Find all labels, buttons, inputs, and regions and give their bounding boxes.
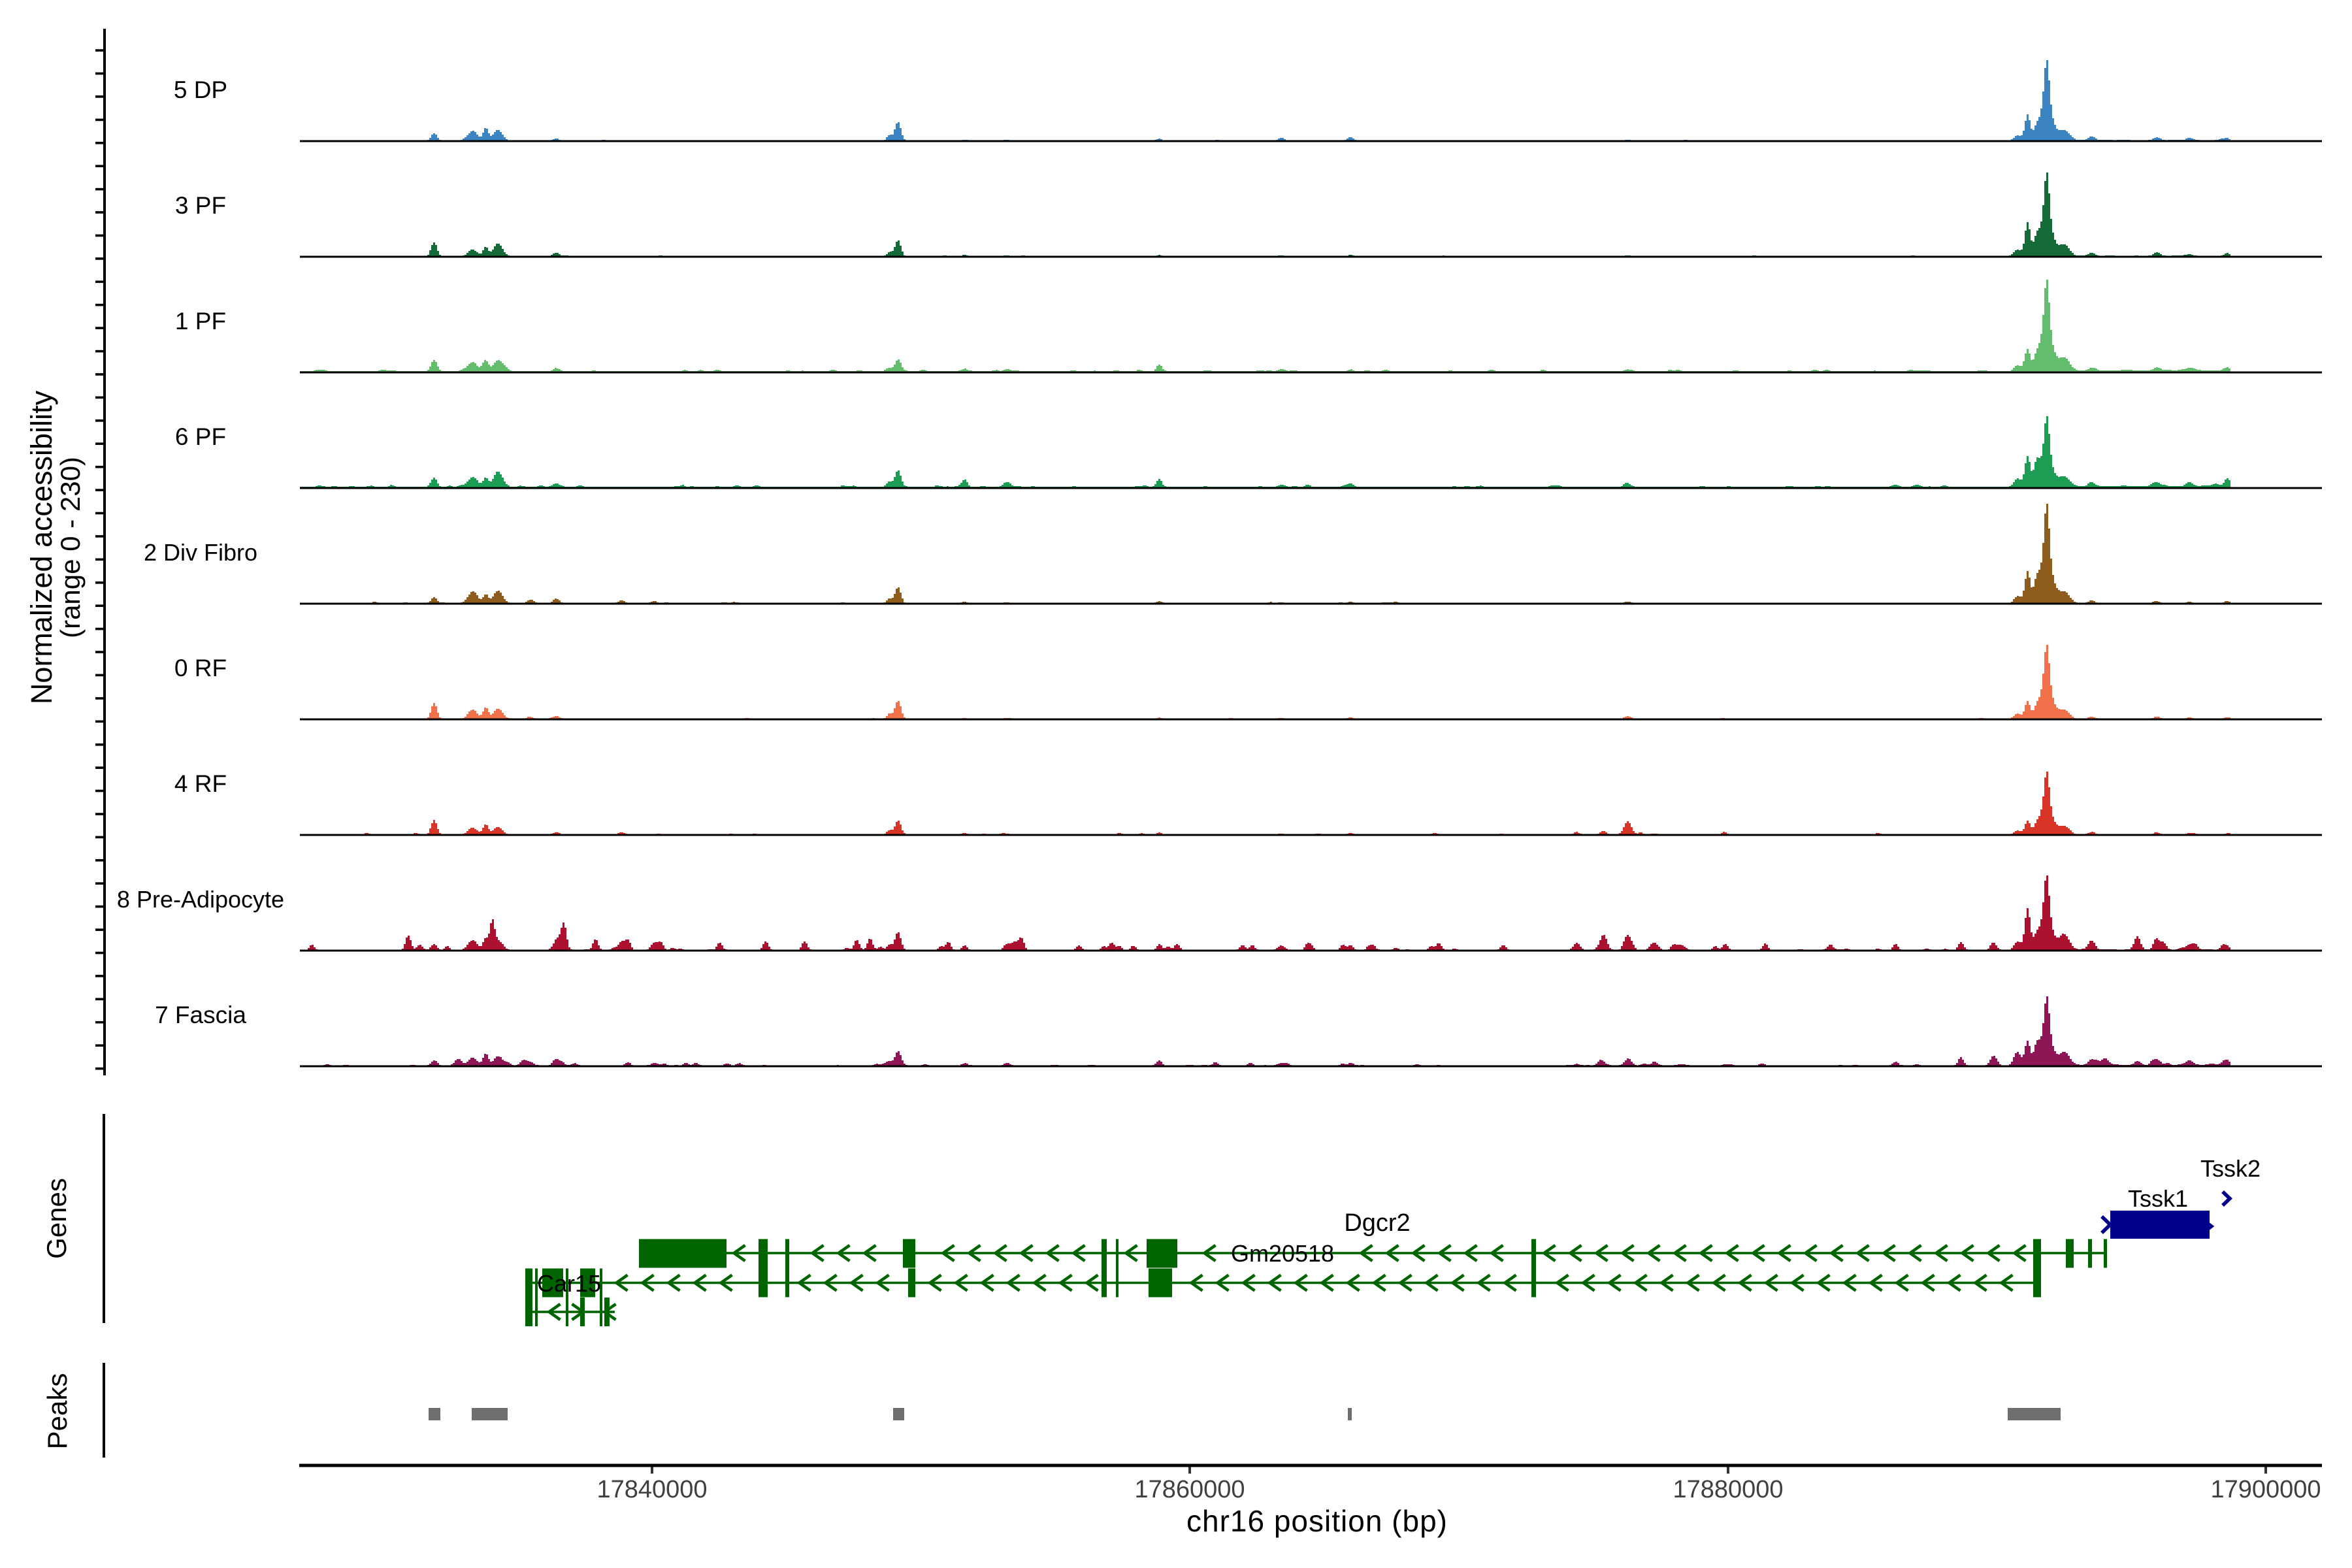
svg-text:Genes: Genes: [41, 1178, 72, 1259]
svg-text:17860000: 17860000: [1134, 1476, 1245, 1503]
svg-text:(range 0 - 230): (range 0 - 230): [55, 457, 86, 638]
svg-text:6 PF: 6 PF: [175, 423, 226, 450]
svg-text:5 DP: 5 DP: [174, 76, 227, 103]
svg-text:17840000: 17840000: [596, 1476, 707, 1503]
svg-text:Gm20518: Gm20518: [1231, 1240, 1334, 1267]
svg-text:7 Fascia: 7 Fascia: [155, 1002, 246, 1028]
svg-text:Car15: Car15: [537, 1270, 601, 1297]
svg-text:Normalized accessibility: Normalized accessibility: [25, 390, 58, 704]
svg-text:3 PF: 3 PF: [175, 192, 226, 219]
svg-text:Tssk1: Tssk1: [2128, 1185, 2188, 1212]
svg-text:Dgcr2: Dgcr2: [1344, 1209, 1410, 1237]
svg-text:8 Pre-Adipocyte: 8 Pre-Adipocyte: [117, 886, 284, 913]
svg-text:Peaks: Peaks: [42, 1373, 73, 1450]
svg-text:chr16 position (bp): chr16 position (bp): [1186, 1504, 1448, 1538]
svg-text:1 PF: 1 PF: [175, 308, 226, 335]
svg-text:17880000: 17880000: [1673, 1476, 1783, 1503]
svg-text:2 Div Fibro: 2 Div Fibro: [144, 539, 257, 566]
svg-text:0 RF: 0 RF: [174, 655, 227, 681]
svg-text:17900000: 17900000: [2210, 1476, 2321, 1503]
svg-text:Tssk2: Tssk2: [2200, 1155, 2261, 1182]
svg-text:4 RF: 4 RF: [174, 770, 227, 797]
